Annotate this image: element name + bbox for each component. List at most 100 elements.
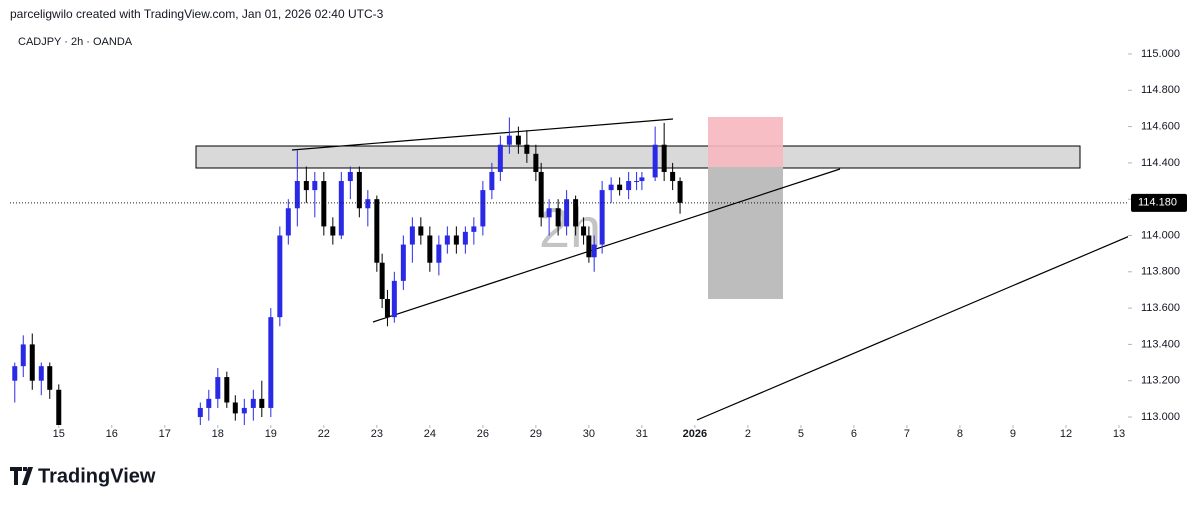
candle-body [436,244,442,263]
candle-body [20,344,26,367]
x-tick-label: 24 [424,428,436,440]
y-tick-label: 113.200 [1141,375,1180,387]
candle-body [617,184,623,191]
x-tick-label: 12 [1060,428,1072,440]
trend-line [696,236,1128,421]
x-tick-label: 30 [583,428,595,440]
y-tick-label: 113.000 [1141,411,1180,423]
candle-body [391,280,397,318]
candle-body [285,208,291,236]
candle-body [379,262,385,300]
x-tick-label: 29 [530,428,542,440]
candle-body [677,181,683,203]
candle-body [374,199,380,263]
x-tick-label: 17 [159,428,171,440]
candle-body [277,235,283,318]
candle-body [384,299,390,318]
y-tick-label: 114.800 [1141,84,1180,96]
candle-body [259,398,265,408]
x-tick-label: 19 [265,428,277,440]
header: parceligwilo created with TradingView.co… [10,7,384,21]
candle-body [365,199,371,209]
candle-body [591,244,597,258]
logo-icon [10,467,33,485]
candle-body [555,208,561,227]
candle-body [312,181,318,191]
x-tick-label: 5 [798,428,804,440]
chart-title: CADJPY · 2h · OANDA [18,36,133,48]
candle-body [427,235,433,263]
x-tick-label: 2 [745,428,751,440]
x-tick-label: 16 [106,428,118,440]
candle-body [303,181,309,191]
candle-body [56,389,62,425]
target-zone [708,167,783,299]
trend-line [291,118,674,151]
candle-body [634,181,640,183]
x-tick-label: 13 [1113,428,1125,440]
candle-body [497,144,503,172]
candle-body [599,190,605,245]
y-tick-label: 113.400 [1141,338,1180,350]
x-tick-label: 6 [851,428,857,440]
stop-zone [708,117,783,167]
y-tick-label: 114.600 [1141,120,1180,132]
candle-body [232,402,238,414]
candle-body [47,366,53,390]
candle-body [506,135,512,145]
x-tick-label: 22 [318,428,330,440]
candle-body [453,235,459,245]
candle-body [29,344,35,381]
candle-body [356,171,362,209]
candle-body [471,226,477,232]
y-tick-label: 113.800 [1141,266,1180,278]
y-tick-label: 113.600 [1141,302,1180,314]
resistance-zone [195,145,1081,169]
candle-body [400,244,406,281]
x-tick-label: 18 [212,428,224,440]
candle-body [462,231,468,245]
candle-body [652,144,658,178]
x-tick-label: 23 [371,428,383,440]
candle-body [241,407,247,414]
candle-body [206,398,212,408]
candle-body [409,226,415,245]
candle-body [546,208,552,218]
candle-body [444,235,450,245]
candle-body [581,226,587,236]
candle-body [661,144,667,172]
candle-body [670,171,676,182]
y-tick-label: 114.400 [1141,157,1180,169]
last-price-label: 114.180 [1138,197,1177,209]
candle-body [197,407,203,418]
drawings [195,117,1128,421]
candle-body [639,177,645,182]
candle-body [489,171,495,191]
x-tick-label: 15 [53,428,65,440]
candle-body [608,184,614,191]
candle-body [250,398,256,408]
candle-body [480,190,486,227]
candle-body [564,199,570,227]
candle-body [268,317,274,408]
candle-body [38,366,44,381]
x-tick-label: 2026 [683,428,707,440]
trend-line [372,168,841,323]
logo-text: TradingView [38,465,156,487]
candle-body [538,171,544,218]
candle-body [586,235,592,258]
candle-body [524,144,530,154]
candle-body [294,181,300,209]
candle-body [12,366,18,381]
candle-body [418,226,424,236]
candle-body [330,226,336,236]
y-tick-label: 115.000 [1141,48,1180,60]
candle-body [215,377,221,399]
x-tick-label: 7 [904,428,910,440]
x-tick-label: 9 [1010,428,1016,440]
candle-body [573,199,579,227]
x-tick-label: 26 [477,428,489,440]
x-tick-label: 8 [957,428,963,440]
candle-body [347,171,353,182]
